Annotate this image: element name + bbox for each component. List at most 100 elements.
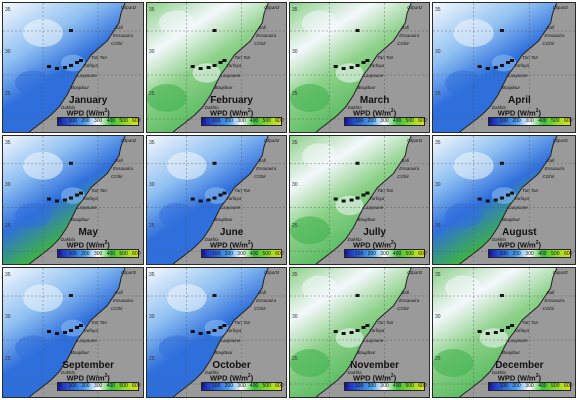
city-label: Laayoune: [363, 205, 384, 211]
colorbar-tick-label: 0: [489, 118, 493, 125]
city-label: Tarfaya: [514, 63, 529, 68]
colorbar-tick-label: 600: [132, 250, 141, 257]
city-label: Essaouira: [399, 298, 420, 303]
colorbar-tick-label: 600: [418, 118, 427, 125]
wpd-blotch: [491, 54, 517, 72]
wpd-blotch: [301, 10, 338, 36]
colorbar: [487, 249, 572, 259]
city-label: Tan Tan: [91, 320, 107, 325]
colorbar-tick-label: 500: [551, 383, 560, 390]
city-label: Tarfaya: [226, 195, 242, 201]
colorbar-tick-label: 300: [380, 118, 389, 125]
colorbar-tick-label: 0: [202, 250, 205, 257]
island-marker: [355, 29, 360, 32]
city-label: Essaouira: [256, 165, 277, 171]
city-label: Tarfaya: [226, 328, 242, 333]
city-label: Essaouira: [256, 33, 277, 38]
colorbar-tick-label: 500: [119, 250, 128, 257]
colorbar-tick-label: 500: [262, 383, 271, 390]
map-panel-february: 35302520SafiEssaouiraCGhirTan TanTarfaya…: [146, 2, 287, 133]
colorbar-title: WPD (W/m2): [352, 240, 397, 250]
city-label: Safi: [258, 290, 266, 295]
colorbar-tick-label: 100: [68, 383, 77, 390]
colorbar-tick-label: 100: [499, 250, 508, 257]
colorbar-tick-label: 400: [106, 383, 116, 390]
colorbar-tick-label: 200: [512, 383, 521, 390]
wpd-blotch: [158, 202, 195, 228]
colorbar-tick-label: 0: [58, 250, 62, 257]
wpd-map: [433, 268, 575, 397]
island-marker: [485, 67, 490, 70]
colorbar-tick-label: 200: [367, 250, 376, 257]
city-label: Clipartz: [407, 270, 423, 275]
city-label: Laayoune: [77, 73, 97, 78]
colorbar-tick-label: 500: [262, 118, 271, 125]
island-marker: [69, 161, 73, 165]
colorbar-tick-label: 200: [81, 383, 90, 390]
island-marker: [341, 67, 346, 70]
colorbar-tick-label: 100: [68, 118, 77, 125]
city-label: Clipartz: [552, 137, 568, 143]
latitude-label: 35: [435, 140, 441, 146]
colorbar-tick-label: 600: [132, 118, 141, 125]
colorbar: [343, 249, 426, 259]
wpd-blotch: [147, 84, 187, 112]
city-label: Tan Tan: [234, 187, 251, 193]
city-label: Boujdour: [214, 85, 233, 90]
island-marker: [333, 65, 338, 68]
colorbar-tick-label: 500: [405, 383, 414, 390]
island-marker: [222, 324, 227, 327]
island-marker: [333, 330, 338, 333]
map-panel-june: 35302520SafiEssaouiraCGhirTan TanTarfaya…: [146, 135, 287, 265]
city-label: Safi: [401, 290, 409, 295]
month-title: February: [210, 94, 253, 106]
wpd-map: [3, 136, 143, 264]
city-label: Clipartz: [407, 137, 423, 143]
colorbar-tick-label: 500: [262, 250, 271, 257]
city-label: CGhir: [111, 41, 123, 46]
city-label: Dakhla: [204, 370, 219, 375]
city-label: Clipartz: [121, 5, 137, 10]
colorbar-tick-label: 0: [202, 383, 205, 390]
wpd-blotch: [15, 70, 51, 96]
city-label: Boujdour: [357, 350, 376, 355]
island-marker: [477, 197, 482, 201]
city-label: Tarfaya: [83, 328, 98, 333]
colorbar: [200, 249, 283, 259]
city-label: Boujdour: [357, 217, 376, 223]
city-label: Essaouira: [544, 298, 565, 303]
colorbar-tick-label: 200: [512, 250, 521, 257]
colorbar-tick-label: 0: [345, 250, 348, 257]
city-label: Clipartz: [552, 5, 568, 10]
island-marker: [361, 61, 366, 64]
city-label: Essaouira: [113, 165, 134, 171]
colorbar-tick-label: 600: [275, 118, 284, 125]
city-label: Dakhla: [347, 237, 362, 243]
island-marker: [510, 59, 515, 62]
island-marker: [499, 29, 504, 32]
island-marker: [206, 66, 211, 69]
island-marker: [365, 324, 370, 327]
colorbar-tick-label: 0: [345, 383, 348, 390]
city-label: Tarfaya: [369, 328, 385, 333]
colorbar-tick-label: 600: [564, 250, 573, 257]
city-label: Essaouira: [256, 298, 277, 303]
city-label: Safi: [546, 290, 555, 295]
city-label: Dakhla: [61, 105, 76, 110]
latitude-label: 25: [149, 223, 155, 230]
island-marker: [79, 324, 83, 327]
colorbar-title: WPD (W/m2): [209, 372, 254, 383]
latitude-label: 30: [5, 181, 11, 188]
colorbar-tick-label: 0: [202, 118, 205, 125]
map-panel-november: 35302520SafiEssaouiraCGhirTan TanTarfaya…: [289, 267, 430, 398]
colorbar-tick-label: 100: [355, 118, 364, 125]
coastline: [458, 136, 558, 264]
colorbar: [487, 116, 572, 126]
colorbar-tick-label: 200: [224, 118, 233, 125]
city-label: CGhir: [397, 173, 409, 179]
island-marker: [55, 332, 59, 335]
island-marker: [69, 64, 73, 67]
colorbar-title: WPD (W/m2): [497, 240, 541, 250]
city-label: Laayoune: [363, 338, 384, 343]
colorbar-tick-label: 600: [564, 383, 573, 390]
